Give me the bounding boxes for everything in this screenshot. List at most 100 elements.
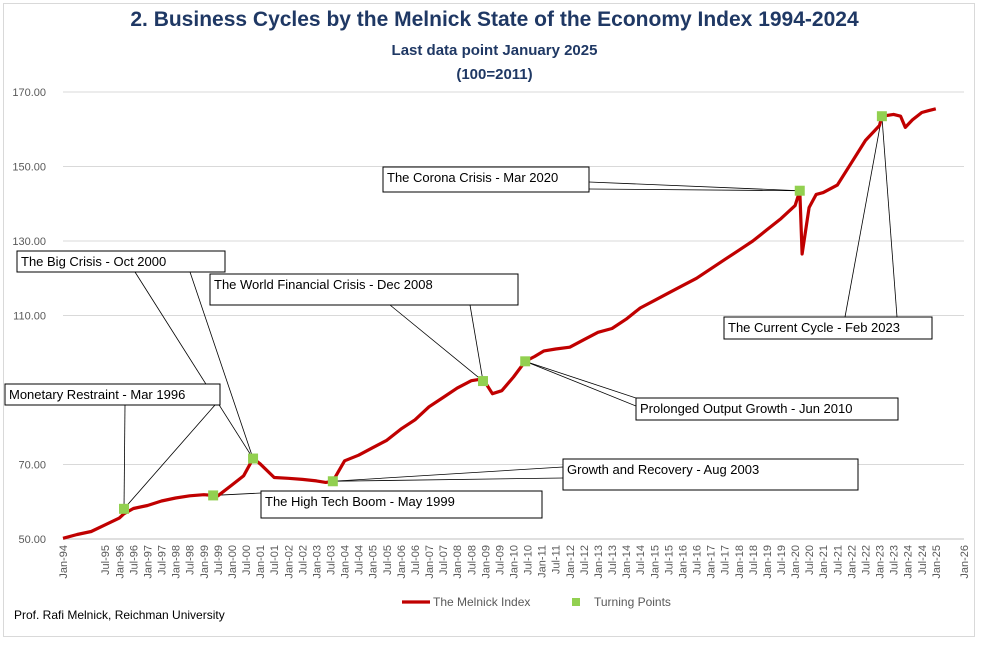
x-tick-label: Jul-13 bbox=[607, 545, 619, 575]
x-tick-label: Jan-16 bbox=[677, 545, 689, 579]
x-tick-label: Jan-02 bbox=[283, 545, 295, 579]
annotation-connector bbox=[189, 271, 254, 459]
annotation-box bbox=[723, 316, 933, 340]
annotation-label: The Corona Crisis - Mar 2020 bbox=[387, 170, 558, 185]
annotation-label: Monetary Restraint - Mar 1996 bbox=[9, 387, 185, 402]
legend-label-index: The Melnick Index bbox=[433, 595, 530, 609]
annotation-connector bbox=[588, 181, 800, 192]
x-tick-label: Jan-01 bbox=[255, 545, 267, 579]
annotation-connector bbox=[525, 360, 637, 399]
x-tick-label: Jul-99 bbox=[213, 545, 225, 575]
x-tick-label: Jul-01 bbox=[269, 545, 281, 575]
x-tick-label: Jan-06 bbox=[396, 545, 408, 579]
x-tick-label: Jul-00 bbox=[241, 545, 253, 575]
annotation-box bbox=[209, 273, 519, 306]
x-tick-label: Jan-07 bbox=[424, 545, 436, 579]
x-tick-label: Jan-97 bbox=[142, 545, 154, 579]
annotation-box bbox=[382, 166, 590, 193]
x-tick-label: Jan-04 bbox=[340, 545, 352, 579]
annotation-label: The Big Crisis - Oct 2000 bbox=[21, 254, 166, 269]
x-tick-label: Jan-23 bbox=[875, 545, 887, 579]
x-tick-label: Jan-08 bbox=[452, 545, 464, 579]
chart-title: 2. Business Cycles by the Melnick State … bbox=[130, 8, 859, 31]
y-tick-label: 130.00 bbox=[12, 236, 46, 248]
x-tick-label: Jul-12 bbox=[579, 545, 591, 575]
x-tick-label: Jan-10 bbox=[509, 545, 521, 579]
x-tick-label: Jul-17 bbox=[720, 545, 732, 575]
y-axis-ticks: 50.00 70.00 110.00 130.00 150.00 170.00 bbox=[12, 87, 46, 546]
x-tick-label: Jan-98 bbox=[171, 545, 183, 579]
annotation-label: Prolonged Output Growth - Jun 2010 bbox=[640, 401, 852, 416]
x-tick-label: Jan-18 bbox=[734, 545, 746, 579]
turning-point-marker bbox=[327, 476, 338, 487]
annotation-box bbox=[260, 490, 543, 519]
x-tick-label: Jul-19 bbox=[776, 545, 788, 575]
x-tick-label: Jul-03 bbox=[325, 545, 337, 575]
chart-subtitle: Last data point January 2025 bbox=[391, 42, 598, 59]
chart-subtitle-base: (100=2011) bbox=[456, 66, 533, 83]
x-tick-label: Jul-97 bbox=[157, 545, 169, 575]
author-credit: Prof. Rafi Melnick, Reichman University bbox=[14, 608, 225, 622]
annotation-label: The High Tech Boom - May 1999 bbox=[265, 494, 455, 509]
x-tick-label: Jul-15 bbox=[663, 545, 675, 575]
x-tick-label: Jul-08 bbox=[466, 545, 478, 575]
x-tick-label: Jan-09 bbox=[480, 545, 492, 579]
x-tick-label: Jan-19 bbox=[762, 545, 774, 579]
annotation-label: The Current Cycle - Feb 2023 bbox=[728, 320, 900, 335]
x-tick-label: Jan-11 bbox=[537, 545, 549, 578]
turning-point-marker bbox=[520, 356, 531, 367]
annotation-box bbox=[4, 383, 221, 406]
annotation-connector bbox=[525, 360, 637, 407]
x-tick-label: Jan-96 bbox=[114, 545, 126, 579]
x-tick-label: Jul-11 bbox=[551, 545, 563, 574]
x-axis-ticks: Jan-94 Jul-95 Jan-96 Jul-96 Jan-97 Jul-97 Jan-… bbox=[58, 545, 971, 579]
annotation-connector bbox=[469, 304, 484, 382]
x-tick-label: Jan-22 bbox=[846, 545, 858, 579]
x-tick-label: Jul-24 bbox=[917, 545, 929, 575]
turning-point-marker bbox=[876, 111, 887, 122]
x-tick-label: Jul-07 bbox=[438, 545, 450, 575]
x-tick-label: Jul-06 bbox=[410, 545, 422, 575]
x-tick-label: Jul-05 bbox=[382, 545, 394, 575]
x-tick-label: Jan-26 bbox=[959, 545, 971, 579]
x-tick-label: Jul-23 bbox=[889, 545, 901, 575]
x-tick-label: Jan-17 bbox=[706, 545, 718, 579]
turning-point-marker bbox=[477, 376, 488, 387]
x-tick-label: Jan-15 bbox=[649, 545, 661, 579]
x-tick-label: Jan-21 bbox=[818, 545, 830, 579]
x-tick-label: Jan-99 bbox=[199, 545, 211, 579]
legend-label-turning-points: Turning Points bbox=[594, 595, 671, 609]
turning-point-marker bbox=[794, 185, 805, 196]
y-tick-label: 70.00 bbox=[18, 460, 46, 472]
x-tick-label: Jan-05 bbox=[368, 545, 380, 579]
x-tick-label: Jan-00 bbox=[227, 545, 239, 579]
x-tick-label: Jul-96 bbox=[128, 545, 140, 575]
x-tick-label: Jan-12 bbox=[565, 545, 577, 579]
annotation-connectors bbox=[123, 116, 898, 510]
annotation-label: The World Financial Crisis - Dec 2008 bbox=[214, 277, 433, 292]
turning-point-marker bbox=[208, 490, 219, 501]
annotation-connector bbox=[332, 477, 564, 482]
annotation-connector bbox=[844, 116, 883, 318]
annotation-connector bbox=[389, 304, 484, 382]
annotation-box bbox=[562, 458, 859, 491]
turning-point-marker bbox=[248, 453, 259, 464]
annotation-box bbox=[16, 250, 226, 273]
x-tick-label: Jan-24 bbox=[903, 545, 915, 579]
x-tick-label: Jul-95 bbox=[100, 545, 112, 575]
x-tick-label: Jan-03 bbox=[311, 545, 323, 579]
x-tick-label: Jul-22 bbox=[860, 545, 872, 575]
annotation-connector bbox=[123, 404, 126, 509]
y-tick-label: 50.00 bbox=[18, 534, 46, 546]
annotation-box bbox=[635, 397, 899, 421]
x-tick-label: Jul-18 bbox=[748, 545, 760, 575]
annotation-connector bbox=[134, 271, 254, 459]
x-tick-label: Jul-20 bbox=[804, 545, 816, 575]
legend: The Melnick Index Turning Points bbox=[402, 595, 671, 609]
x-tick-label: Jan-94 bbox=[58, 545, 70, 579]
annotation-connector bbox=[588, 188, 800, 192]
x-tick-label: Jul-21 bbox=[832, 545, 844, 575]
x-tick-label: Jul-10 bbox=[523, 545, 535, 575]
x-tick-label: Jul-98 bbox=[185, 545, 197, 575]
x-tick-label: Jan-20 bbox=[790, 545, 802, 579]
